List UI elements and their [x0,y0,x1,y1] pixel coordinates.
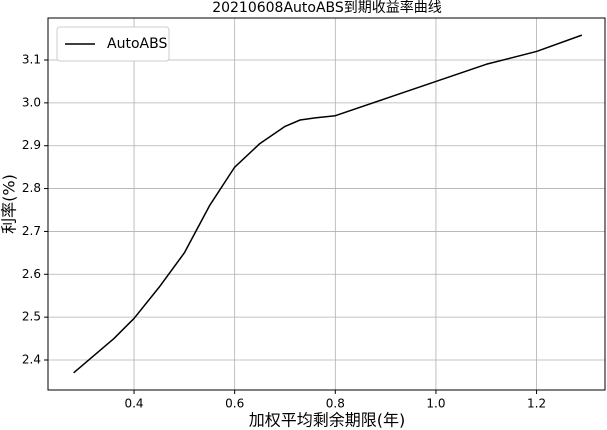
y-tick-label: 2.6 [22,267,41,281]
chart-title: 20210608AutoABS到期收益率曲线 [212,0,442,16]
x-tick-label: 0.6 [225,397,244,411]
y-tick-label: 2.7 [22,224,41,238]
y-tick-label: 3.1 [22,53,41,67]
legend-label: AutoABS [107,36,167,52]
plot-frame [47,17,606,391]
y-tick-label: 3.0 [22,95,41,109]
x-axis-label: 加权平均剩余期限(年) [249,411,406,430]
line [73,34,583,374]
y-tick-label: 2.9 [22,138,41,152]
y-axis-label: 利率(%) [0,174,19,234]
x-tick-label: 0.8 [326,397,345,411]
x-tick-label: 0.4 [124,397,143,411]
legend-box [56,26,170,62]
x-tick-label: 1.2 [527,397,546,411]
y-tick-label: 2.5 [22,310,41,324]
y-tick-label: 2.8 [22,181,41,195]
x-tick-label: 1.0 [426,397,445,411]
y-tick-label: 2.4 [22,353,41,367]
